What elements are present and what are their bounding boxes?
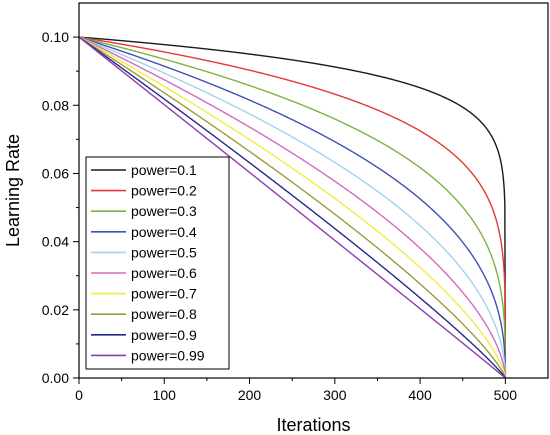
- y-tick-label: 0.04: [42, 234, 69, 250]
- axes: 0 100 200 300 400 500 0.00 0.02 0.04 0.06 0.08 0.10: [42, 2, 549, 403]
- legend-label: power=0.6: [131, 265, 197, 281]
- x-tick-label: 0: [75, 387, 83, 403]
- series-line-power-0-9: [78, 36, 506, 379]
- legend-box: [85, 156, 230, 370]
- legend-label: power=0.8: [131, 306, 197, 322]
- plot-frame: [78, 2, 549, 379]
- legend-label: power=0.4: [131, 224, 197, 240]
- series-line-power-0-3: [78, 36, 507, 379]
- x-tick-label: 500: [494, 387, 518, 403]
- x-tick-label: 400: [408, 387, 432, 403]
- legend-label: power=0.1: [131, 162, 197, 178]
- legend-label: power=0.2: [131, 183, 197, 199]
- x-tick-label: 100: [153, 387, 177, 403]
- y-tick-label: 0.08: [42, 97, 69, 113]
- plot-area: [78, 36, 507, 379]
- legend-label: power=0.9: [131, 327, 197, 343]
- series-line-power-0-2: [78, 36, 507, 379]
- legend-label: power=0.99: [131, 347, 205, 363]
- series-line-power-0-4: [78, 36, 507, 379]
- legend-label: power=0.3: [131, 203, 197, 219]
- x-tick-label: 200: [238, 387, 262, 403]
- legend-label: power=0.7: [131, 286, 197, 302]
- series-line-power-0-7: [78, 36, 507, 379]
- legend: power=0.1 power=0.2 power=0.3 power=0.4 powe…: [85, 156, 230, 370]
- y-axis-title: Learning Rate: [3, 134, 23, 247]
- y-tick-label: 0.02: [42, 302, 69, 318]
- y-tick-label: 0.10: [42, 29, 69, 45]
- series-line-power-0-8: [78, 36, 507, 379]
- series-line-power-0-6: [78, 36, 507, 379]
- legend-label: power=0.5: [131, 244, 197, 260]
- series-line-power-0-5: [78, 36, 507, 379]
- y-tick-label: 0.06: [42, 165, 69, 181]
- x-tick-label: 300: [323, 387, 347, 403]
- series-line-power-0-99: [78, 36, 506, 379]
- x-axis-title: Iterations: [276, 415, 350, 435]
- y-tick-label: 0.00: [42, 370, 69, 386]
- series-line-power-0-1: [78, 36, 507, 379]
